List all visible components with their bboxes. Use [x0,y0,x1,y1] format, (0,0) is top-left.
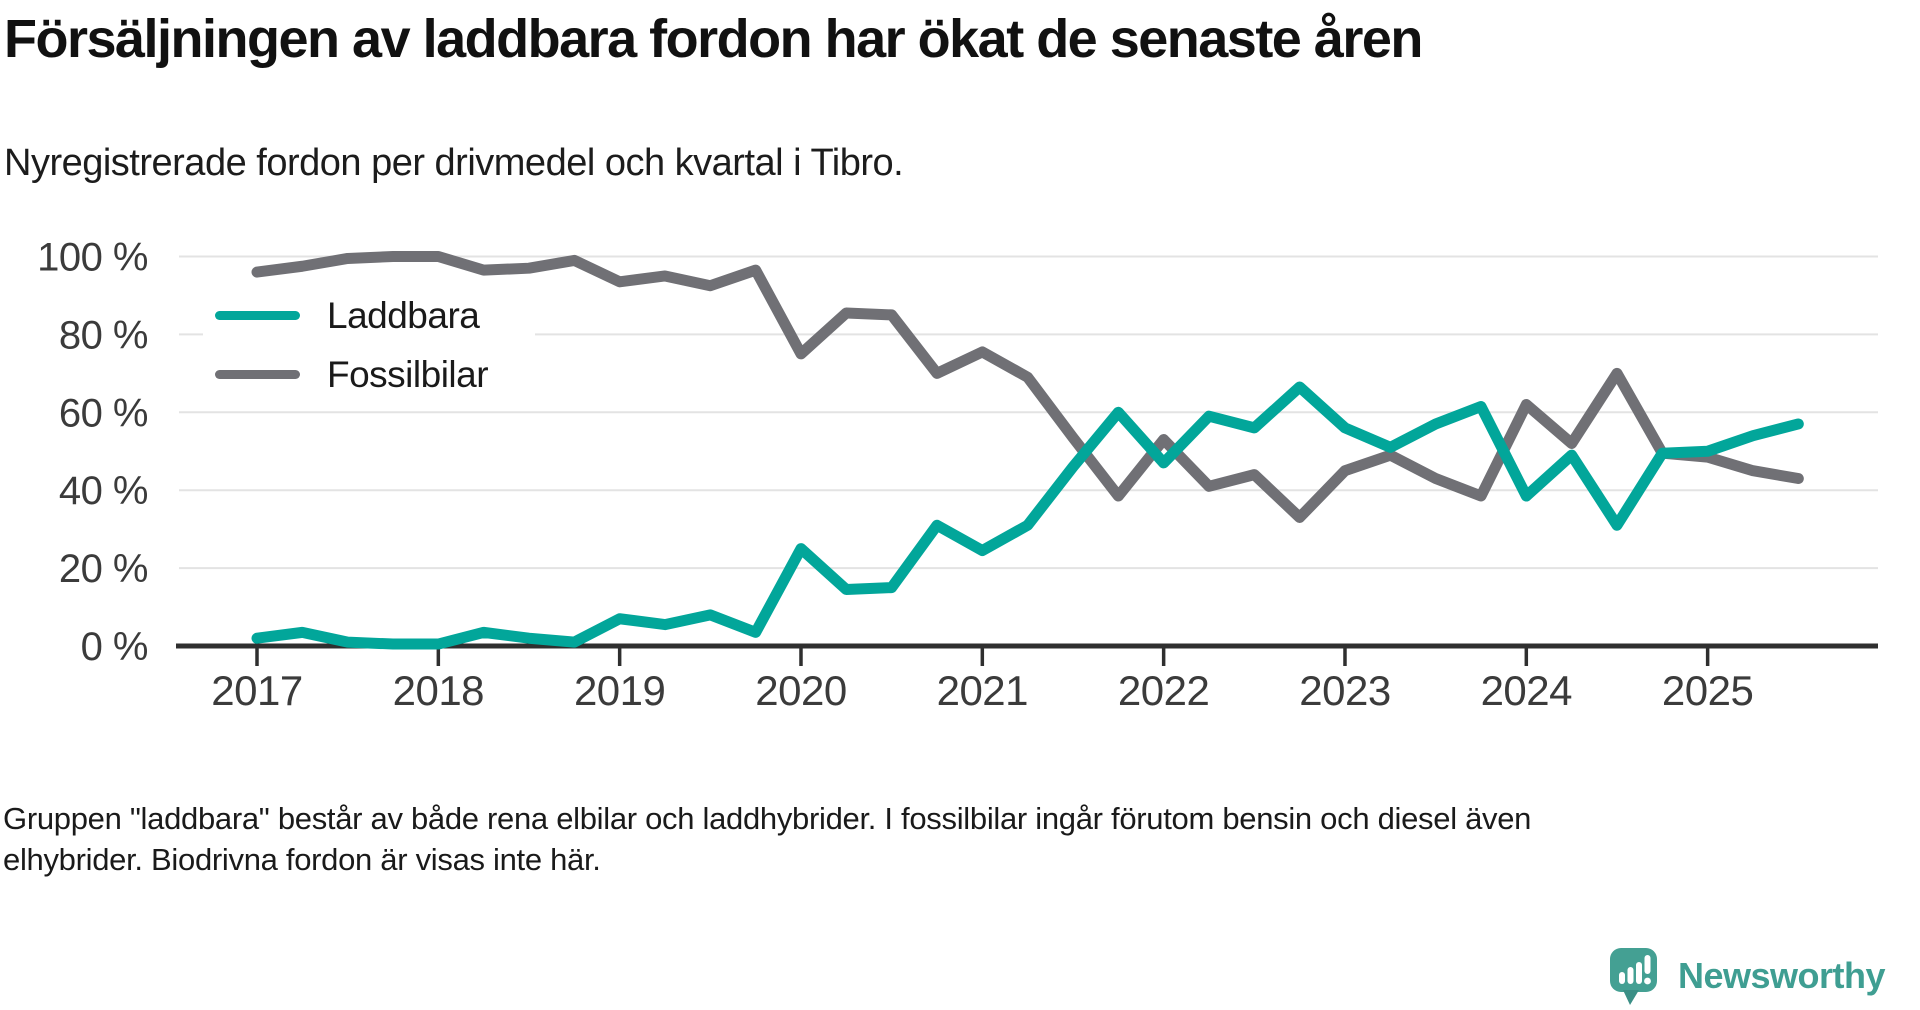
y-tick-label: 100 % [37,236,148,280]
y-tick-label: 20 % [59,547,148,591]
y-tick-label: 60 % [59,391,148,435]
newsworthy-logo-icon [1610,948,1657,1005]
x-tick-label: 2022 [1118,667,1209,714]
legend-label-laddbara: Laddbara [327,294,480,336]
y-tick-label: 0 % [81,625,148,669]
x-tick-label: 2017 [211,667,302,714]
x-tick-label: 2025 [1662,667,1753,714]
series-line-fossilbilar [251,251,1804,523]
series-line-laddbara [251,381,1804,650]
x-tick-label: 2019 [574,667,665,714]
footnote: Gruppen "laddbara" består av både rena e… [3,798,1531,880]
y-tick-label: 80 % [59,313,148,357]
chart-subtitle: Nyregistrerade fordon per drivmedel och … [4,142,904,184]
legend-label-fossilbilar: Fossilbilar [327,353,489,395]
x-tick-label: 2024 [1481,667,1573,714]
page-title: Försäljningen av laddbara fordon har öka… [4,9,1423,69]
footnote-line-1: Gruppen "laddbara" består av både rena e… [3,801,1532,836]
legend-item-laddbara: Laddbara [203,286,535,345]
x-tick-label: 2021 [937,667,1028,714]
legend-swatch-laddbara [215,311,300,320]
x-tick-label: 2023 [1299,667,1390,714]
x-tick-label: 2018 [393,667,484,714]
x-tick-label: 2020 [755,667,846,714]
footnote-line-2: elhybrider. Biodrivna fordon är visas in… [3,842,601,877]
y-tick-label: 40 % [59,469,148,513]
chart-legend: Laddbara Fossilbilar [203,286,535,404]
newsworthy-logo: Newsworthy [1608,946,1886,1006]
newsworthy-wordmark: Newsworthy [1678,955,1886,996]
legend-swatch-fossilbilar [215,370,300,379]
legend-item-fossilbilar: Fossilbilar [203,345,535,404]
